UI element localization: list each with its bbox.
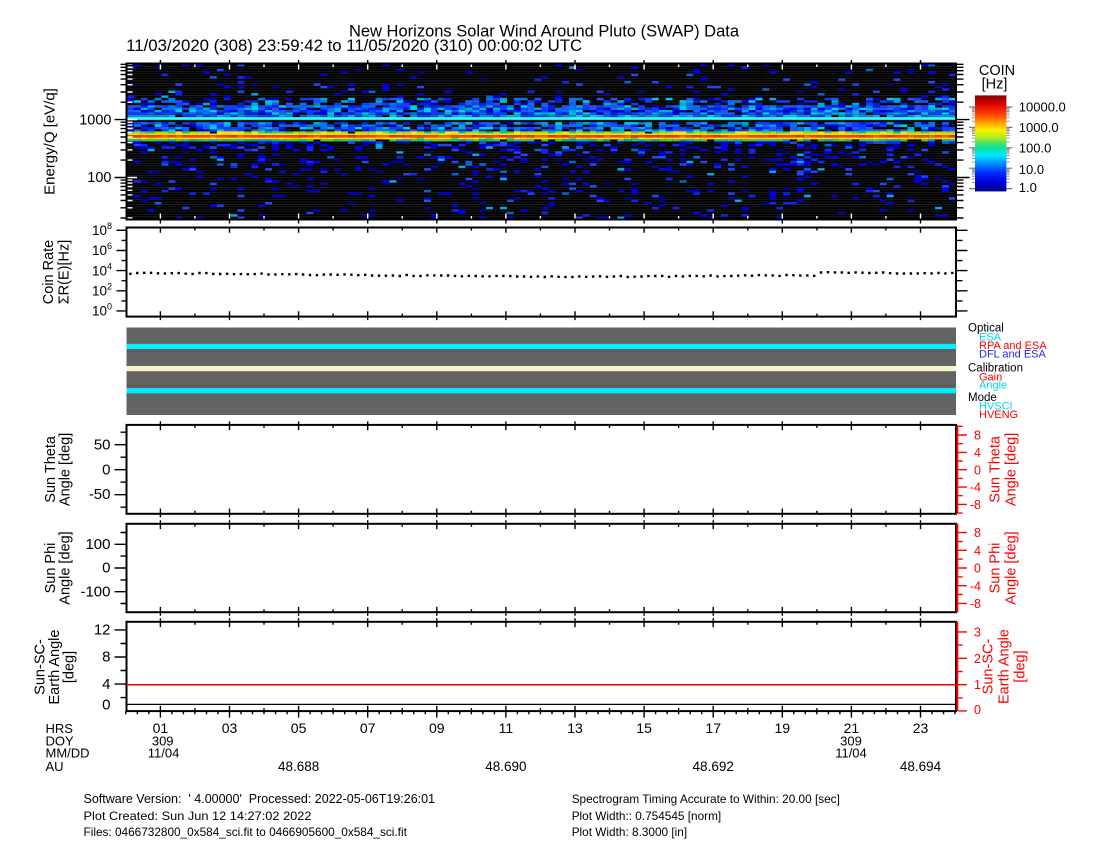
svg-text:0: 0 (102, 461, 110, 478)
svg-text:50: 50 (94, 436, 111, 453)
svg-text:21: 21 (844, 720, 860, 736)
svg-text:Plot Width: 8.3000 [in]: Plot Width: 8.3000 [in] (572, 825, 687, 839)
svg-text:1.0: 1.0 (1019, 180, 1037, 195)
svg-text:48.692: 48.692 (693, 759, 734, 774)
svg-text:8: 8 (974, 429, 981, 443)
svg-text:-4: -4 (970, 481, 981, 495)
svg-text:Plot Width:: 0.754545 [norm]: Plot Width:: 0.754545 [norm] (572, 809, 722, 823)
svg-text:11: 11 (499, 720, 514, 736)
svg-text:01: 01 (153, 720, 169, 736)
svg-text:Earth Angle: Earth Angle (47, 630, 63, 705)
svg-text:Software Version: ' 4.00000': Software Version: ' 4.00000' Processed: … (84, 792, 436, 806)
svg-text:-4: -4 (970, 579, 981, 593)
svg-text:15: 15 (636, 720, 652, 736)
svg-text:8: 8 (102, 649, 110, 666)
svg-text:-8: -8 (970, 498, 981, 512)
svg-text:MM/DD: MM/DD (46, 746, 90, 761)
svg-text:Angle [deg]: Angle [deg] (58, 433, 74, 506)
svg-text:09: 09 (429, 720, 445, 736)
svg-text:11/03/2020 (308) 23:59:42 to 1: 11/03/2020 (308) 23:59:42 to 11/05/2020 … (126, 37, 582, 55)
svg-text:[deg]: [deg] (62, 651, 78, 683)
svg-text:[Hz]: [Hz] (982, 76, 1008, 92)
svg-text:1: 1 (974, 678, 981, 692)
svg-text:RPA and ESA: RPA and ESA (979, 340, 1047, 352)
svg-text:Angle [deg]: Angle [deg] (1004, 433, 1020, 506)
svg-text:COIN: COIN (979, 63, 1015, 79)
svg-text:11/04: 11/04 (148, 746, 180, 761)
svg-text:309: 309 (840, 734, 862, 749)
svg-text:HRS: HRS (46, 721, 74, 736)
svg-text:Sun Theta: Sun Theta (43, 435, 59, 503)
svg-text:05: 05 (291, 720, 307, 736)
svg-text:DOY: DOY (46, 734, 75, 749)
svg-text:11/04: 11/04 (835, 746, 867, 761)
svg-text:100.0: 100.0 (1019, 140, 1052, 155)
svg-text:Sun Phi: Sun Phi (988, 543, 1004, 594)
svg-text:Sun Phi: Sun Phi (43, 543, 59, 594)
svg-text:Files: 0466732800_0x584_sci.fi: Files: 0466732800_0x584_sci.fit to 04669… (84, 825, 408, 839)
svg-text:17: 17 (705, 720, 721, 736)
svg-text:HVSCI: HVSCI (979, 401, 1013, 413)
svg-text:Angle [deg]: Angle [deg] (1004, 531, 1020, 604)
svg-text:1000.0: 1000.0 (1019, 120, 1059, 135)
svg-text:03: 03 (222, 720, 238, 736)
svg-text:Angle [deg]: Angle [deg] (58, 531, 74, 604)
svg-text:0: 0 (974, 562, 981, 576)
svg-text:Sun-SC-: Sun-SC- (981, 639, 997, 695)
svg-text:New Horizons Solar Wind Around: New Horizons Solar Wind Around Pluto (SW… (349, 23, 740, 41)
svg-text:0: 0 (974, 463, 981, 477)
svg-text:AU: AU (46, 759, 64, 774)
svg-text:Coin Rate: Coin Rate (41, 240, 57, 304)
svg-text:8: 8 (974, 526, 981, 540)
svg-text:13: 13 (567, 720, 583, 736)
svg-text:48.690: 48.690 (485, 759, 526, 774)
svg-text:-50: -50 (89, 486, 111, 503)
svg-text:10000.0: 10000.0 (1019, 100, 1066, 115)
svg-text:19: 19 (775, 720, 791, 736)
svg-text:48.694: 48.694 (900, 759, 942, 774)
svg-text:Earth Angle: Earth Angle (997, 629, 1013, 704)
svg-text:48.688: 48.688 (278, 759, 319, 774)
svg-text:-100: -100 (80, 583, 110, 600)
svg-text:0: 0 (974, 703, 981, 717)
svg-text:4: 4 (102, 676, 110, 693)
svg-text:100: 100 (85, 536, 110, 553)
svg-text:12: 12 (94, 622, 111, 639)
svg-text:Energy/Q [eV/q]: Energy/Q [eV/q] (42, 88, 59, 195)
svg-text:Calibration: Calibration (968, 362, 1023, 374)
svg-text:-8: -8 (970, 597, 981, 611)
svg-text:0: 0 (102, 560, 110, 577)
svg-text:Sun Theta: Sun Theta (988, 435, 1004, 503)
svg-text:Sun-SC-: Sun-SC- (33, 639, 49, 695)
svg-text:0: 0 (102, 696, 110, 713)
svg-text:1000: 1000 (79, 112, 111, 128)
svg-text:Optical: Optical (968, 323, 1004, 335)
svg-text:100: 100 (87, 170, 111, 186)
svg-text:10.0: 10.0 (1019, 162, 1044, 177)
svg-text:Plot Created: Sun Jun 12 14:27: Plot Created: Sun Jun 12 14:27:02 2022 (84, 809, 312, 823)
svg-text:3: 3 (974, 625, 981, 639)
svg-text:Gain: Gain (979, 371, 1002, 383)
svg-text:Spectrogram Timing Accurate to: Spectrogram Timing Accurate to Within: 2… (572, 792, 840, 806)
svg-text:309: 309 (152, 734, 174, 749)
svg-text:ΣR(E)[Hz]: ΣR(E)[Hz] (56, 240, 72, 305)
svg-text:Angle: Angle (979, 380, 1007, 392)
svg-text:ESA: ESA (979, 331, 1002, 343)
svg-text:2: 2 (974, 652, 981, 666)
svg-text:23: 23 (913, 720, 929, 736)
svg-text:4: 4 (974, 446, 981, 460)
svg-text:HVENG: HVENG (979, 409, 1018, 421)
svg-text:4: 4 (974, 544, 981, 558)
svg-text:07: 07 (360, 720, 376, 736)
svg-text:[deg]: [deg] (1013, 650, 1029, 682)
svg-text:DFL and ESA: DFL and ESA (979, 349, 1047, 361)
svg-text:Mode: Mode (968, 392, 997, 404)
